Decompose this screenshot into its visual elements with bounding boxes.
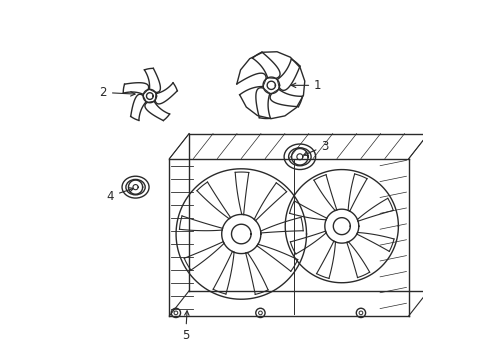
Text: 3: 3 [303, 140, 328, 156]
Text: 1: 1 [291, 79, 321, 92]
Text: 4: 4 [106, 188, 133, 203]
Text: 5: 5 [182, 311, 189, 342]
Text: 2: 2 [99, 86, 135, 99]
